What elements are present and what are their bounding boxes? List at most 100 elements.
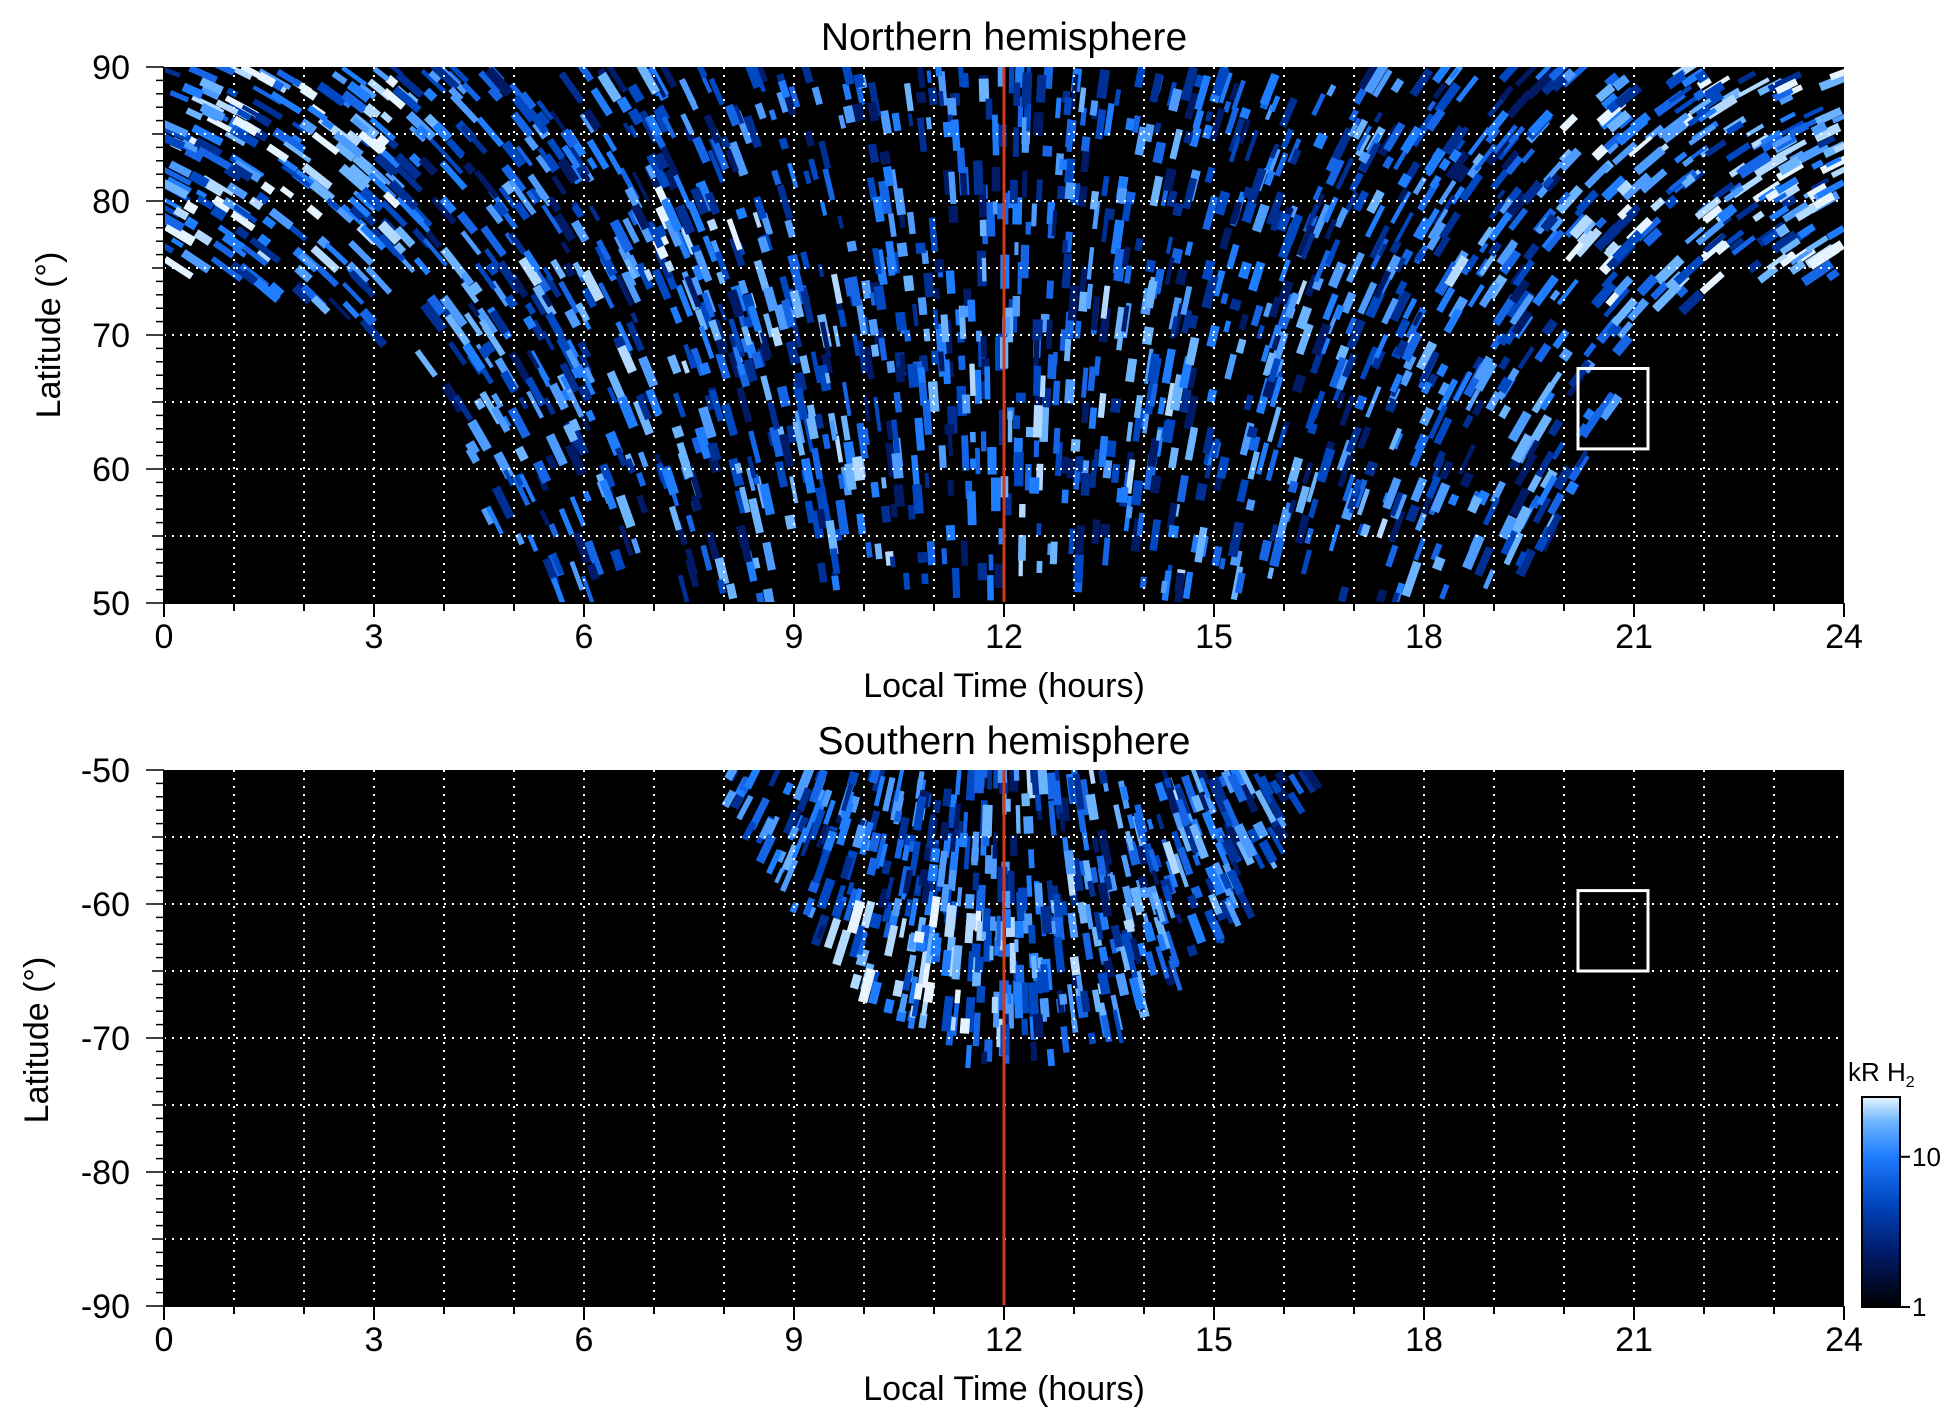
south-data-streak <box>1272 824 1288 843</box>
north-data-streak <box>510 111 534 138</box>
north-data-streak <box>1810 121 1828 136</box>
north-data-streak <box>614 447 628 467</box>
north-data-streak <box>980 335 988 358</box>
north-data-streak <box>746 455 757 479</box>
south-data-streak <box>989 945 994 961</box>
north-y-tick-label: 90 <box>92 49 130 87</box>
south-data-streak <box>812 847 832 884</box>
north-data-streak <box>636 494 649 514</box>
north-data-streak <box>1382 155 1395 170</box>
north-data-streak <box>310 295 331 315</box>
south-data-streak <box>1026 875 1033 897</box>
south-data-streak <box>860 900 876 929</box>
north-data-streak <box>1424 156 1441 175</box>
north-data-streak <box>199 77 224 95</box>
north-data-streak <box>394 225 416 248</box>
north-data-streak <box>739 486 751 514</box>
north-data-streak <box>1345 251 1365 284</box>
north-data-streak <box>212 240 236 259</box>
north-data-streak <box>168 160 192 178</box>
north-data-streak <box>671 425 685 439</box>
north-data-streak <box>792 420 806 456</box>
north-data-streak <box>1606 142 1619 155</box>
north-data-streak <box>1074 525 1086 560</box>
north-data-streak <box>825 519 839 556</box>
north-x-tick-label: 3 <box>365 618 384 656</box>
south-data-streak <box>918 868 930 887</box>
north-data-streak <box>961 394 971 414</box>
south-data-streak <box>912 795 927 831</box>
north-data-streak <box>1073 554 1085 583</box>
north-data-streak <box>388 179 419 211</box>
north-data-streak <box>423 87 438 102</box>
north-data-streak <box>1204 166 1216 184</box>
north-data-streak <box>1328 524 1341 552</box>
north-data-streak <box>1532 496 1552 524</box>
north-data-streak <box>645 388 663 417</box>
north-data-streak <box>582 108 602 132</box>
north-data-streak <box>1116 487 1122 503</box>
south-data-streak <box>840 790 855 820</box>
north-data-streak <box>1056 185 1066 200</box>
south-data-streak <box>881 901 893 923</box>
north-data-streak <box>878 180 893 215</box>
north-data-streak <box>233 127 260 148</box>
north-data-streak <box>1555 185 1584 215</box>
north-data-streak <box>332 131 364 159</box>
north-data-streak <box>414 124 430 140</box>
north-data-streak <box>1426 100 1437 112</box>
south-data-streak <box>736 794 754 821</box>
north-data-streak <box>1139 576 1147 589</box>
south-data-streak <box>1082 932 1094 960</box>
north-data-streak <box>1247 435 1261 452</box>
south-data-streak <box>972 1012 981 1047</box>
north-data-streak <box>1219 557 1226 570</box>
south-data-streak <box>1099 839 1111 875</box>
north-data-streak <box>1389 491 1404 517</box>
south-data-streak <box>959 832 968 848</box>
north-data-streak <box>947 480 955 496</box>
north-data-streak <box>847 276 862 307</box>
north-data-streak <box>770 326 783 347</box>
north-data-streak <box>456 211 479 235</box>
north-data-streak <box>1032 405 1043 438</box>
north-data-streak <box>1402 297 1418 320</box>
north-data-streak <box>1621 172 1652 201</box>
north-data-streak <box>1267 357 1282 383</box>
south-data-streak <box>821 789 833 808</box>
north-data-streak <box>1535 67 1558 81</box>
north-data-streak <box>1155 429 1162 442</box>
north-data-streak <box>1504 287 1531 319</box>
north-data-streak <box>1511 505 1532 534</box>
north-data-streak <box>1214 190 1231 216</box>
north-data-streak <box>1061 253 1073 289</box>
north-data-streak <box>331 70 348 85</box>
north-data-streak <box>1467 495 1483 514</box>
north-data-streak <box>1326 84 1337 97</box>
south-data-streak <box>1174 798 1191 827</box>
south-data-streak <box>1190 770 1204 794</box>
south-data-streak <box>1080 990 1091 1013</box>
south-data-streak <box>951 945 963 980</box>
north-data-streak <box>1735 201 1760 221</box>
south-x-tick-label: 3 <box>365 1321 384 1359</box>
north-data-streak <box>1269 536 1286 568</box>
north-data-streak <box>185 107 203 121</box>
north-data-streak <box>916 67 926 88</box>
north-data-streak <box>1394 318 1411 339</box>
north-data-streak <box>1238 119 1252 145</box>
north-data-streak <box>616 96 633 114</box>
north-data-streak <box>944 424 955 435</box>
north-data-streak <box>874 543 883 560</box>
north-data-streak <box>1437 179 1457 206</box>
north-data-streak <box>1136 512 1145 537</box>
north-x-tick-label: 24 <box>1825 618 1863 656</box>
north-data-streak <box>1284 214 1304 246</box>
north-data-streak <box>1601 270 1619 290</box>
north-data-streak <box>1725 142 1752 162</box>
north-data-streak <box>1206 388 1218 404</box>
north-data-streak <box>545 433 568 467</box>
south-data-streak <box>1085 793 1099 821</box>
north-data-streak <box>188 67 218 83</box>
north-data-streak <box>1184 241 1194 256</box>
